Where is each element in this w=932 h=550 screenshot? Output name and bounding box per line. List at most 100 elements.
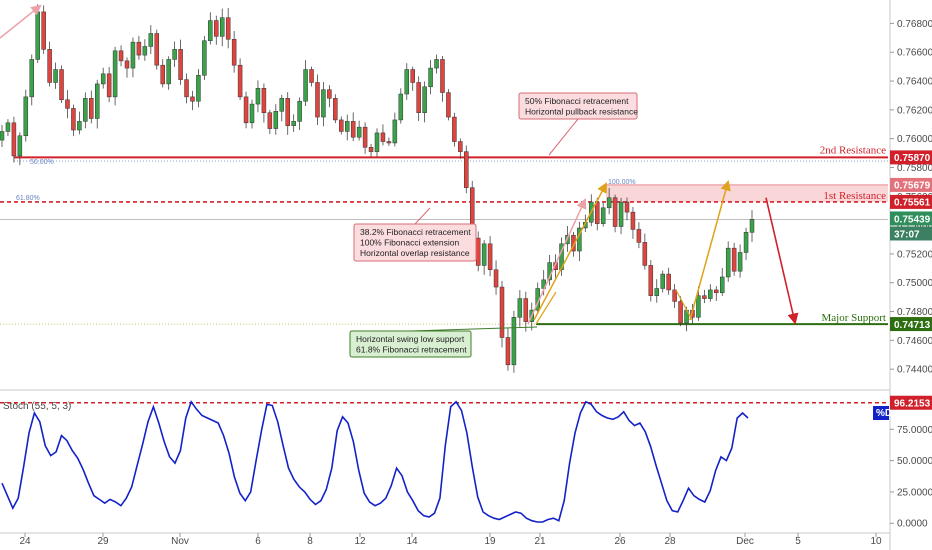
candle-down [458, 141, 463, 152]
time-tick-label: 28 [664, 536, 676, 547]
tag-current-price-bg [890, 211, 932, 226]
price-tick-label: 0.75800 [897, 163, 932, 174]
note-swing-low-support-line: Horizontal swing low support [356, 334, 465, 344]
time-tick-label: 19 [484, 536, 496, 547]
stoch-tick-label: 0.0000 [897, 519, 928, 530]
candle-up [660, 273, 665, 289]
candle-up [392, 119, 398, 144]
stoch-tick-label: 50.0000 [897, 456, 932, 467]
candle-down [410, 69, 415, 83]
candle-down [493, 269, 499, 288]
candle-up [481, 243, 487, 266]
time-tick-label: 12 [354, 536, 366, 547]
resistance-zone-rect [606, 184, 888, 202]
candle-up [249, 103, 255, 124]
candle-up [53, 69, 58, 83]
candle-up [142, 46, 148, 56]
candle-down [630, 211, 636, 230]
fib-100-label: 100.00% [608, 179, 636, 186]
tag-zone-top: 0.75679 [894, 181, 931, 192]
candle-down [523, 298, 529, 322]
candle-up [654, 288, 660, 296]
time-tick-label: Nov [171, 536, 189, 547]
candle-up [737, 252, 743, 272]
candle-down [505, 337, 511, 366]
candle-down [648, 265, 654, 296]
extension-arrow-2 [689, 179, 731, 321]
second-resistance-label: 2nd Resistance [820, 144, 886, 156]
candle-up [17, 135, 23, 157]
candle-up [303, 69, 308, 102]
candle-down [106, 73, 112, 98]
note-pullback-resistance-box [518, 92, 638, 120]
candle-down [309, 69, 314, 83]
time-tick-label: 26 [614, 536, 626, 547]
candle-up [696, 295, 701, 318]
candle-down [440, 59, 445, 93]
candle-up [404, 69, 410, 95]
abcd-leg-1 [535, 291, 557, 325]
candle-down [672, 289, 677, 302]
candle-up [749, 219, 755, 233]
stoch-level-tag: 96.2153 [894, 399, 931, 410]
time-tick-label: Dec [736, 536, 754, 547]
stoch-tick-label: 25.0000 [897, 487, 932, 498]
stoch-series-badge-bg [873, 406, 889, 420]
candle-down [184, 79, 189, 98]
candle-down [612, 197, 618, 227]
candle-up [83, 98, 88, 122]
candle-up [196, 75, 201, 102]
indicator-title: Stoch (55, 5, 3) [3, 401, 71, 412]
candle-down [59, 69, 64, 101]
time-tick-label: 6 [255, 536, 261, 547]
candle-down [71, 108, 76, 131]
rally-arrow-top-left [0, 4, 42, 39]
candle-up [29, 59, 35, 98]
stoch-tick-label: 75.0000 [897, 425, 932, 436]
price-tick-label: 0.76200 [897, 105, 932, 116]
candle-up [291, 121, 296, 126]
tag-second-resistance: 0.75870 [894, 153, 931, 164]
tag-first-resistance-bg [890, 194, 932, 209]
candle-down [350, 121, 356, 138]
candle-down [89, 98, 94, 119]
candle-up [219, 17, 225, 37]
candle-up [100, 73, 106, 85]
candle-down [487, 243, 493, 271]
candle-down [118, 50, 124, 62]
time-tick-label: 10 [870, 536, 882, 547]
price-tick-label: 0.74800 [897, 307, 932, 318]
candle-up [166, 59, 171, 85]
candle-up [208, 20, 213, 41]
candle-down [666, 273, 671, 291]
candle-up [725, 247, 731, 278]
candle-down [160, 64, 165, 85]
price-axis: 0.76800 0.76600 0.76400 0.76200 0.76000 0.758… [890, 19, 932, 376]
candle-up [743, 232, 749, 253]
candle-down [225, 17, 231, 40]
stoch-series-badge: %D [876, 408, 892, 419]
price-tick-label: 0.76600 [897, 48, 932, 59]
candle-down [327, 89, 332, 99]
candle-down [267, 112, 273, 129]
note-swing-low-support-box [349, 330, 472, 358]
note-swing-low-support-line: 61.8% Fibonacci retracement [356, 345, 467, 355]
tag-countdown: 37:07 [894, 229, 920, 240]
resistance-zone [606, 184, 888, 202]
candle-down [678, 301, 683, 324]
time-tick-label: 14 [406, 536, 418, 547]
candle-up [356, 126, 362, 138]
candle-down [333, 98, 338, 121]
price-tick-label: 0.76800 [897, 19, 932, 30]
candle-down [475, 237, 481, 266]
candle-down [243, 96, 249, 124]
price-tick-label: 0.76400 [897, 77, 932, 88]
candle-up [344, 121, 350, 132]
candle-down [446, 92, 451, 118]
candle-down [41, 11, 46, 50]
note-overlap-resistance-line: 38.2% Fibonacci retracement [360, 227, 471, 237]
candle-up [511, 317, 517, 366]
candle-up [77, 121, 82, 131]
price-tick-label: 0.74600 [897, 336, 932, 347]
